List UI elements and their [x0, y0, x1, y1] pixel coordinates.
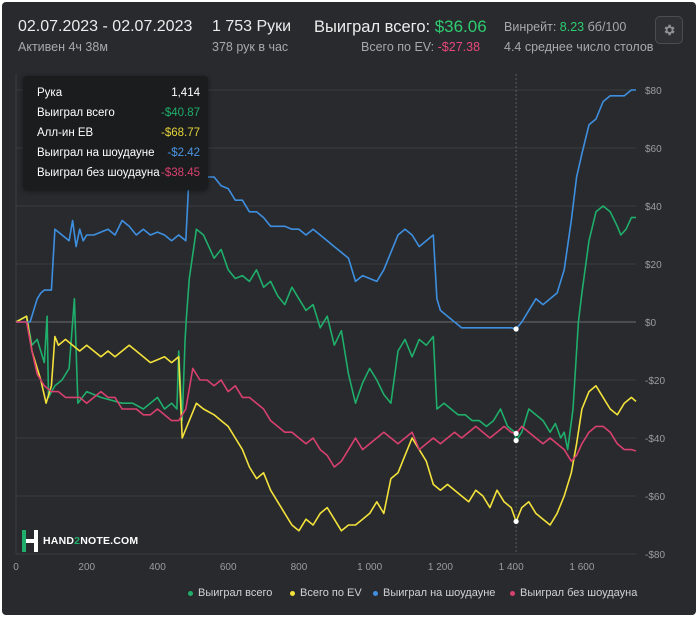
y-tick-label: $80 — [645, 86, 662, 97]
x-tick-label: 600 — [220, 562, 237, 573]
showdown-line — [16, 89, 636, 330]
ev-total: Всего по EV: -$27.38 — [361, 40, 480, 54]
winrate-label: Винрейт: — [504, 20, 557, 34]
total-won-value: $36.06 — [434, 17, 487, 36]
winrate-unit: бб/100 — [587, 20, 627, 34]
winrate: Винрейт: 8.23 бб/100 — [504, 20, 626, 34]
non-showdown-line — [16, 321, 637, 468]
tooltip-nsd-row: Выиграл без шоудауна -$38.45 — [37, 167, 200, 179]
hand2note-logo-mark — [22, 530, 38, 552]
x-tick-label: 1 200 — [428, 562, 453, 573]
legend-dot — [290, 590, 295, 596]
x-tick-label: 200 — [78, 562, 95, 573]
date-range: 02.07.2023 - 02.07.2023 — [18, 18, 193, 35]
hands-count: 1 753 Руки — [212, 18, 292, 35]
hand2note-logo: HAND2NOTE.COM — [22, 529, 138, 553]
hover-point — [513, 518, 519, 525]
legend-item-nsd[interactable]: Выиграл без шоудауна — [510, 587, 637, 599]
legend-dot — [373, 590, 378, 596]
avg-tables: 4.4 среднее число столов — [504, 40, 654, 54]
legend-item-ev[interactable]: Всего по EV — [290, 587, 362, 599]
x-tick-label: 1 000 — [357, 562, 382, 573]
y-tick-label: -$40 — [645, 434, 665, 445]
hover-tooltip: Рука 1,414 Выиграл всего -$40.87 Алл-ин … — [23, 76, 208, 190]
legend-item-sd[interactable]: Выиграл на шоудауне — [373, 587, 495, 599]
hover-point — [513, 326, 519, 332]
y-tick-label: $60 — [645, 144, 662, 155]
ev-label: Всего по EV: — [361, 40, 435, 54]
ev-value: -$27.38 — [437, 40, 481, 54]
y-tick-label: $20 — [645, 260, 662, 271]
x-tick-label: 1 600 — [569, 562, 594, 573]
x-tick-label: 1 400 — [499, 562, 524, 573]
total-won: Выиграл всего: $36.06 — [314, 17, 487, 37]
active-time: Активен 4ч 38м — [18, 40, 108, 54]
hand2note-logo-text: HAND2NOTE.COM — [43, 535, 139, 547]
legend-item-won[interactable]: Выиграл всего — [188, 587, 272, 599]
tooltip-won-row: Выиграл всего -$40.87 — [37, 107, 200, 119]
total-won-label: Выиграл всего: — [314, 18, 431, 36]
tooltip-sd-row: Выиграл на шоудауне -$2.42 — [37, 147, 200, 159]
legend-dot — [188, 590, 193, 596]
hands-per-hour: 378 рук в час — [212, 40, 289, 54]
legend-dot — [510, 590, 515, 596]
y-tick-label: -$80 — [645, 550, 665, 561]
hover-point — [513, 430, 519, 437]
x-tick-label: 400 — [149, 562, 166, 573]
hover-point — [513, 437, 519, 444]
settings-button[interactable] — [655, 16, 683, 44]
x-tick-label: 0 — [13, 562, 19, 573]
y-tick-label: -$20 — [645, 376, 665, 387]
tooltip-allin-row: Алл-ин EB -$68.77 — [37, 127, 200, 139]
tooltip-hand-row: Рука 1,414 — [37, 87, 200, 99]
won-line — [15, 205, 637, 451]
gear-icon — [664, 24, 675, 36]
ev-line — [15, 315, 637, 532]
y-tick-label: $40 — [645, 202, 662, 213]
x-tick-label: 800 — [291, 562, 308, 573]
winrate-value: 8.23 — [559, 20, 585, 34]
y-tick-label: $0 — [645, 318, 657, 329]
y-tick-label: -$60 — [645, 492, 665, 503]
